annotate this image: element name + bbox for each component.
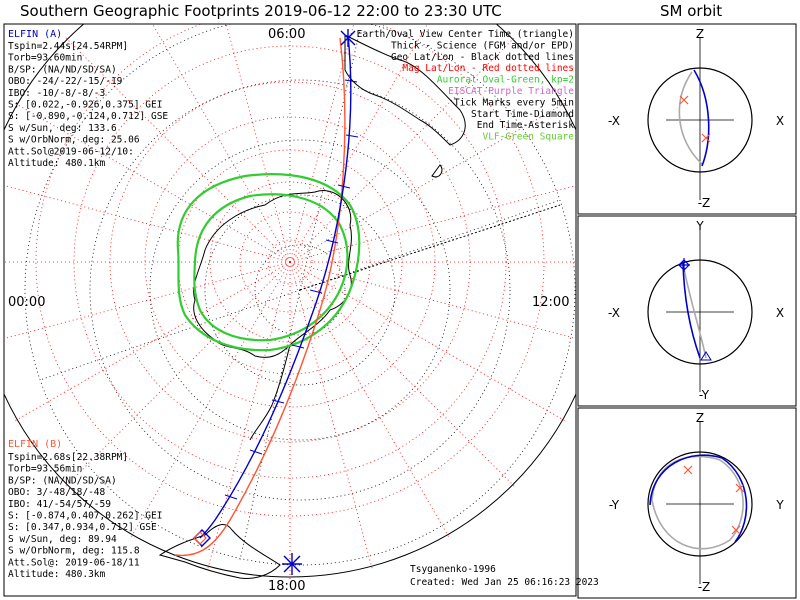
time-label-left: 00:00: [8, 295, 45, 310]
legend-item: Thick - Science (FGM and/or EPD): [391, 40, 574, 51]
elfin-b-line: B/SP: (NA/ND/SD/SA): [8, 475, 117, 486]
elfin-a-info: ELFIN (A) Tspin=2.44s[24.54RPM]Torb=93.6…: [8, 29, 168, 169]
elfin-b-start-diamond: [193, 531, 207, 545]
sm-panel-1: Z -Z -X X: [577, 23, 797, 215]
legend-item: End Time-Asterisk: [477, 120, 575, 131]
horizon-circle: [4, 24, 576, 578]
elfin-a-line: IBO: -10/-8/-8/-3: [8, 88, 105, 99]
legend-item: Earth/Oval View Center Time (triangle): [357, 29, 574, 40]
view-center-asterisk: [282, 553, 302, 575]
figure-title: Southern Geographic Footprints 2019-06-1…: [20, 2, 502, 20]
sm-axis-label: -Y: [699, 388, 710, 402]
legend-item: VLF-Green Square: [482, 132, 574, 143]
sm-axis-label: -X: [608, 114, 620, 128]
elfin-b-line: Tspin=2.68s[22.38RPM]: [8, 452, 128, 463]
elfin-b-line: OBO: 3/-48/18/-48: [8, 487, 106, 498]
elfin-b-line: S w/Sun, deg: 89.94: [8, 534, 117, 545]
start-diamonds: [193, 529, 211, 547]
sm-axis-label: -Z: [698, 196, 711, 210]
elfin-a-line: Torb=93.60min: [8, 53, 82, 64]
elfin-b-line: Att.Sol@: 2019-06-18/11: [8, 557, 140, 568]
elfin-a-line: S w/Sun, deg: 133.6: [8, 123, 117, 134]
elfin-a-line: Tspin=2.44s[24.54RPM]: [8, 41, 128, 52]
polar-map: [4, 24, 576, 582]
sm-panel-3: Z -Z -Y Y: [577, 407, 797, 599]
elfin-a-line: Altitude: 480.1km: [8, 158, 106, 169]
legend-item: Start Time-Diamond: [471, 109, 574, 120]
sm-axis-label: -Z: [698, 580, 711, 594]
sm-panel-2: Y -Y -X X: [577, 215, 797, 407]
elfin-b-track: [174, 37, 346, 557]
sm-axis-label: Z: [696, 411, 704, 425]
elfin-a-end-asterisk: [340, 29, 356, 47]
elfin-b-line: S: [-0.874,0.407,0.262] GEI: [8, 511, 162, 522]
legend-item: EISCAT-Purple Triangle: [448, 86, 574, 97]
elfin-b-header: ELFIN (B): [8, 439, 62, 450]
elfin-a-line: S: [0.022,-0.926,0.375] GEI: [8, 100, 162, 111]
mag-grid: [4, 24, 576, 582]
elfin-a-ticks: [224, 79, 359, 500]
noon-meridian-line: [299, 204, 561, 291]
sm-axis-label: -Y: [609, 498, 620, 512]
elfin-b-line: IBO: 41/-54/57/-59: [8, 499, 111, 510]
elfin-a-line: B/SP: (NA/ND/SD/SA): [8, 64, 117, 75]
model-credit: Tsyganenko-1996: [410, 564, 496, 575]
legend-item: Tick Marks every 5min: [454, 97, 574, 108]
elfin-a-line: OBO: -24/-22/-15/-19: [8, 76, 123, 87]
legend-item: Auroral Oval-Green, kp=2: [437, 75, 574, 86]
sm-axis-label: X: [776, 114, 784, 128]
sm-orbit-panels: Z -Z -X X Y -Y -X X Z -Z -Y Y: [577, 23, 797, 599]
elfin-a-header: ELFIN (A): [8, 29, 62, 40]
elfin-a-line: Att.Sol@2019-06-12/10:: [8, 146, 134, 157]
created-timestamp: Created: Wed Jan 25 06:16:23 2023: [410, 577, 599, 588]
elfin-b-line: Altitude: 480.3km: [8, 569, 106, 580]
time-label-top: 06:00: [268, 27, 305, 42]
sm-orbit-title: SM orbit: [660, 2, 722, 20]
legend-item: Geo Lat/Lon - Black dotted lines: [391, 52, 574, 63]
legend-item: Mag Lat/Lon - Red dotted lines: [402, 63, 574, 74]
sm-axis-label: X: [776, 306, 784, 320]
sm-axis-label: Y: [695, 219, 704, 233]
time-label-bottom: 18:00: [268, 579, 305, 594]
legend: Earth/Oval View Center Time (triangle)Th…: [357, 29, 575, 143]
elfin-b-line: Torb=93.56min: [8, 464, 82, 475]
sm-axis-label: Y: [775, 498, 784, 512]
elfin-a-line: S w/OrbNorm, deg: 25.06: [8, 135, 140, 146]
elfin-b-info: ELFIN (B) Tspin=2.68s[22.38RPM]Torb=93.5…: [8, 439, 162, 580]
elfin-a-line: S: [-0.890,-0.124,0.712] GSE: [8, 111, 168, 122]
sm-axis-label: -X: [608, 306, 620, 320]
elfin-a-track: [199, 35, 352, 539]
map-frame: [3, 23, 577, 597]
elfin-b-line: S w/OrbNorm, deg: 115.8: [8, 546, 140, 557]
sm-axis-label: Z: [696, 27, 704, 41]
time-label-right: 12:00: [532, 295, 569, 310]
elfin-b-line: S: [0.347,0.934,0.712] GSE: [8, 522, 157, 533]
auroral-oval: [176, 173, 361, 352]
